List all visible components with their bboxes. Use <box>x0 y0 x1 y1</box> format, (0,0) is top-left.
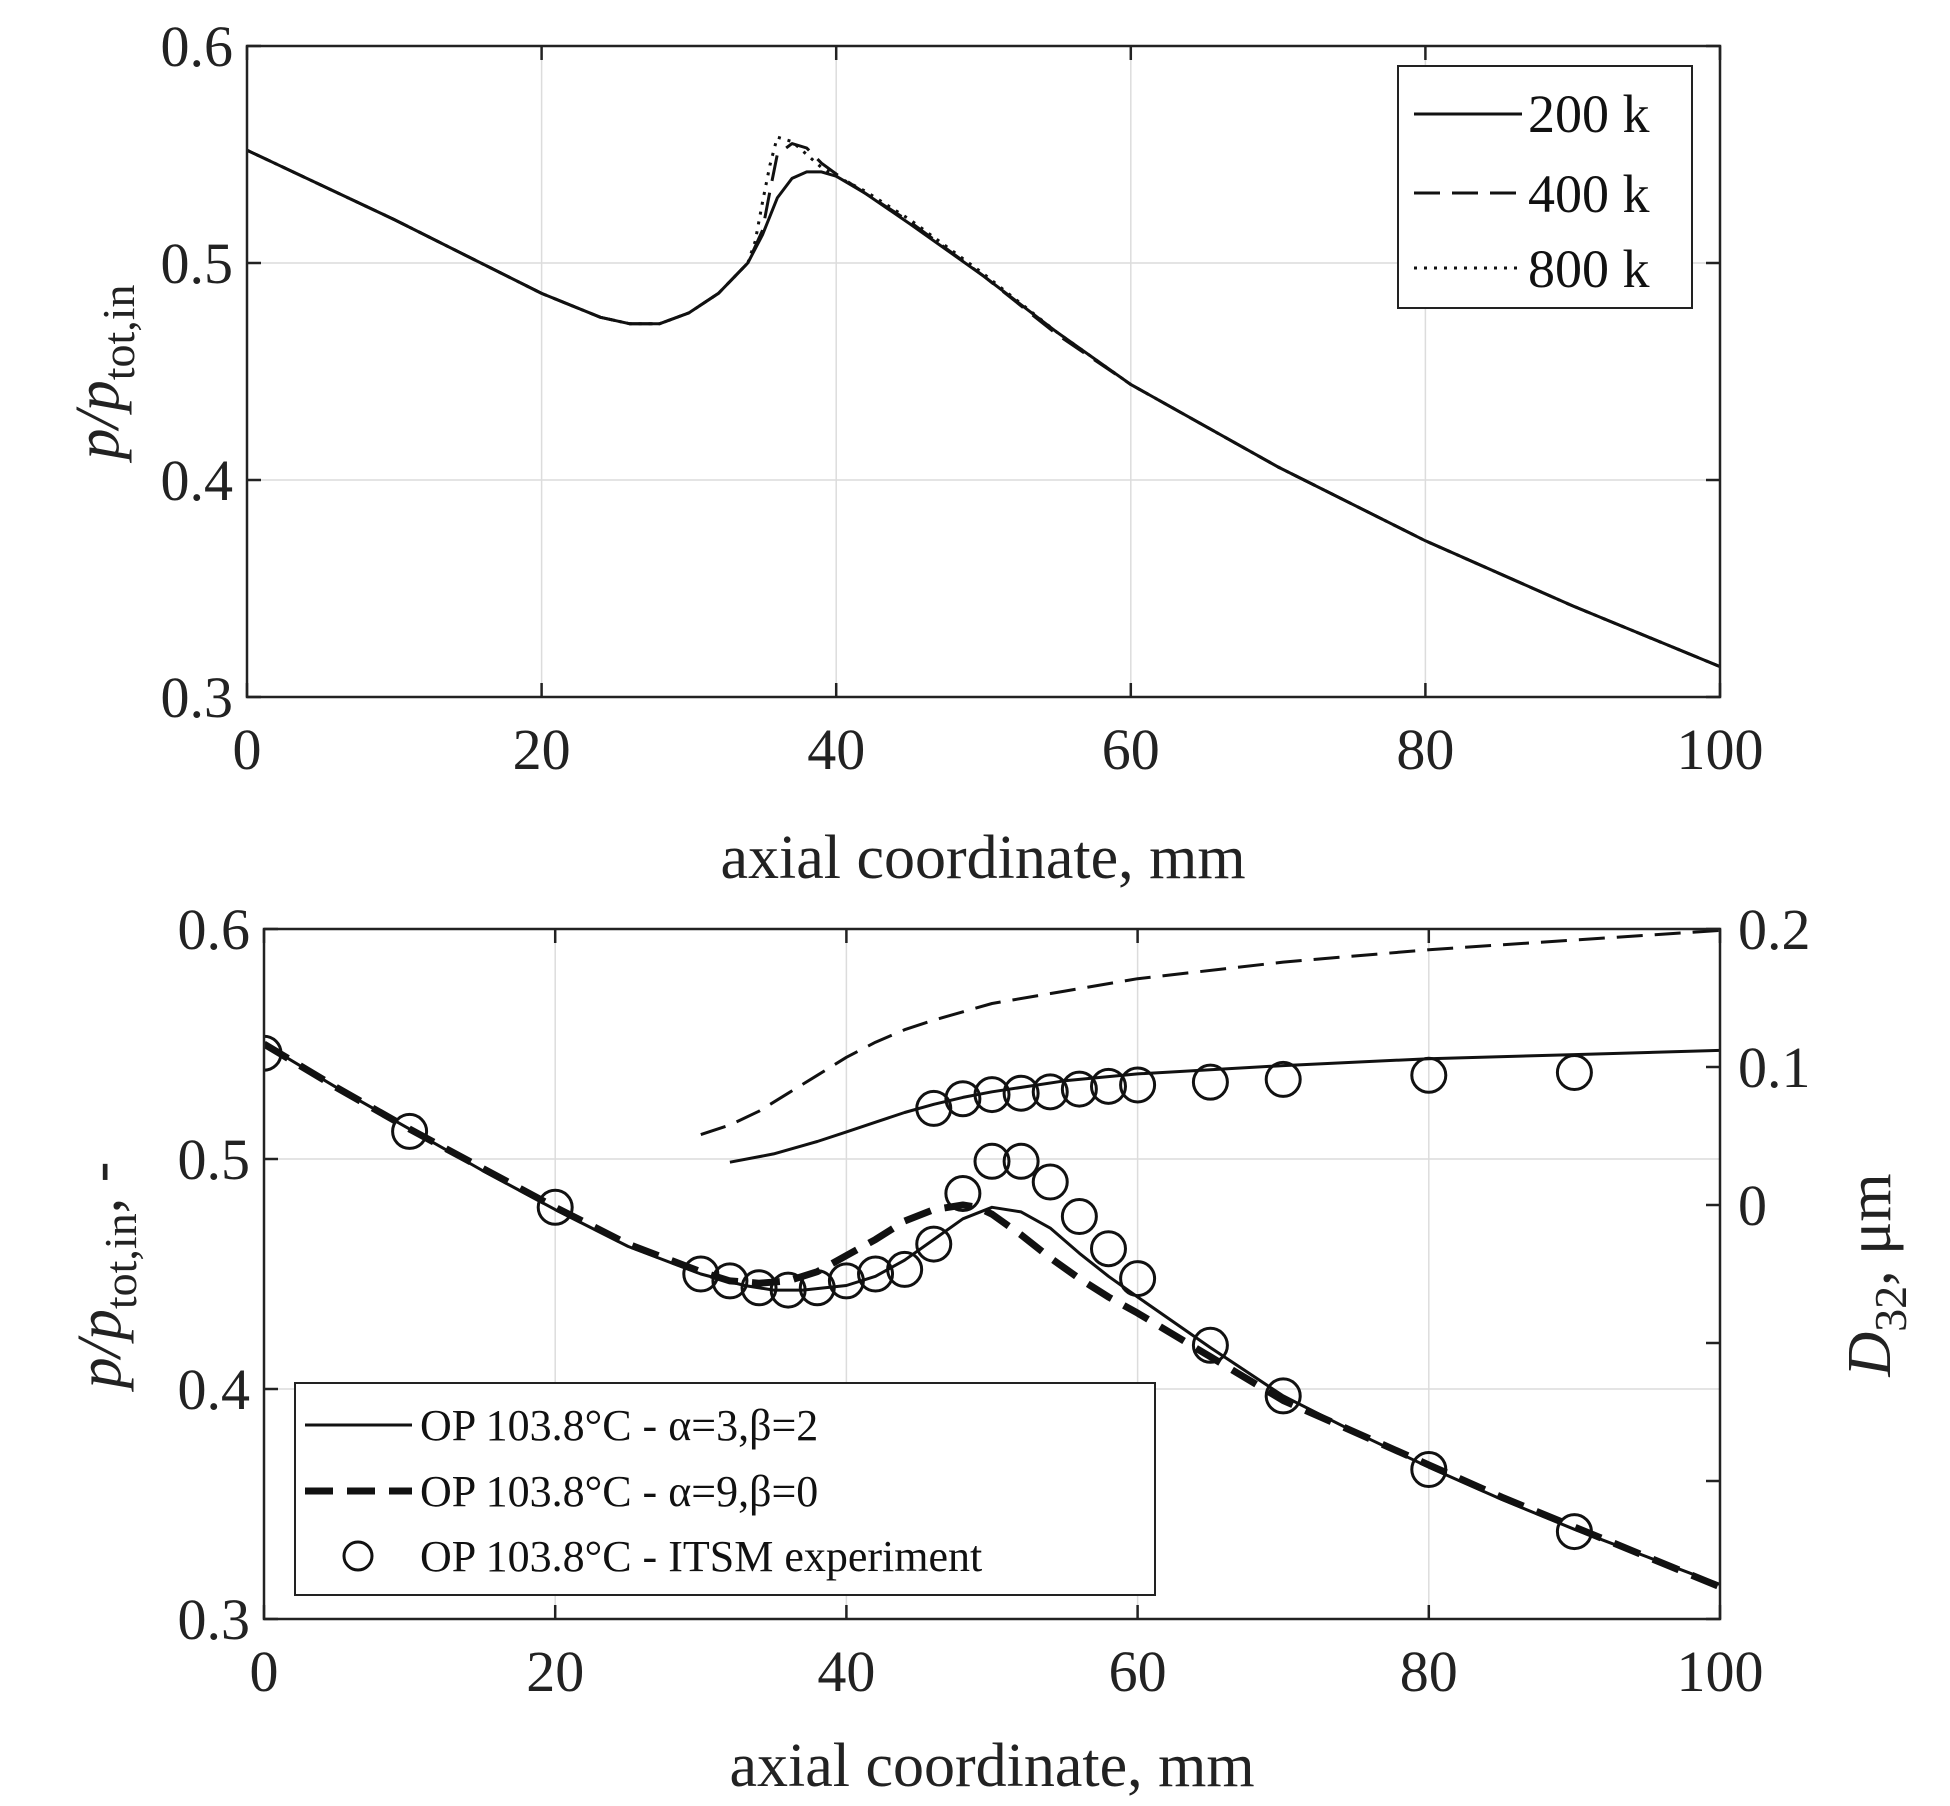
bottom-series-5-point <box>915 1089 953 1127</box>
bottom-series-5-point <box>1555 1054 1593 1092</box>
bottom-y-axis-label: p/ptot,in, - <box>66 1162 146 1393</box>
bottom-series-2-point <box>857 1255 895 1293</box>
bottom-series-3-line <box>729 1048 1720 1164</box>
bottom-series-2-point <box>973 1142 1011 1180</box>
bottom-series-2-point <box>1002 1142 1040 1180</box>
bottom-series-2-point <box>1089 1230 1127 1268</box>
top-x-tick-label: 100 <box>1677 717 1764 782</box>
bottom-series-2-point <box>944 1175 982 1212</box>
top-y-label-sub: tot,in <box>93 284 144 380</box>
bottom-series-2-point <box>711 1262 749 1300</box>
bottom-series-5-point <box>1002 1074 1040 1112</box>
bottom-y-label-main: p/p <box>66 1309 134 1392</box>
bottom-chart: 0 20 40 60 80 100 0.3 0.4 0.5 0.6 0 0.1 0.2 axial co… <box>66 897 1916 1800</box>
bottom-legend-label-alpha3: OP 103.8°C - α=3,β=2 <box>420 1401 818 1450</box>
bottom-y2-tick-label: 0.1 <box>1738 1035 1811 1100</box>
bottom-y2-tick-label: 0.2 <box>1738 897 1811 962</box>
bottom-series-5-point <box>1089 1067 1127 1105</box>
top-y-axis-label: p/ptot,in <box>64 284 144 463</box>
bottom-series-2-point <box>682 1255 720 1293</box>
bottom-series-2-point <box>1060 1198 1098 1235</box>
top-y-tick-label: 0.5 <box>161 231 234 296</box>
bottom-y2-tick-label: 0 <box>1738 1173 1767 1238</box>
bottom-y2-axis-label: D32, μm <box>1836 1173 1916 1377</box>
bottom-legend: OP 103.8°C - α=3,β=2 OP 103.8°C - α=9,β=… <box>294 1382 1156 1596</box>
bottom-x-tick-label: 100 <box>1677 1639 1764 1704</box>
bottom-plot-frame <box>262 927 1722 1621</box>
top-series-0-line <box>247 148 1720 668</box>
bottom-series-2-point <box>264 1034 283 1072</box>
top-x-tick-label: 60 <box>1102 717 1160 782</box>
bottom-y2-label-suffix: , μm <box>1836 1173 1904 1285</box>
bottom-x-tick-label: 80 <box>1400 1639 1458 1704</box>
bottom-series-2-point <box>1119 1260 1157 1298</box>
bottom-series-2-point <box>886 1250 924 1288</box>
bottom-series-2-point <box>536 1188 574 1226</box>
top-x-tick-label: 0 <box>233 717 262 782</box>
bottom-series-5-point <box>1119 1066 1157 1104</box>
bottom-x-axis-label: axial coordinate, mm <box>729 1732 1254 1800</box>
top-x-axis-label: axial coordinate, mm <box>720 824 1245 892</box>
bottom-legend-label-alpha9: OP 103.8°C - α=9,β=0 <box>420 1467 818 1516</box>
svg-text:p/ptot,in, -: p/ptot,in, - <box>66 1162 146 1393</box>
top-legend-label-200k: 200 k <box>1528 84 1650 144</box>
top-chart: 0 20 40 60 80 100 0.3 0.4 0.5 0.6 axial coordinat… <box>64 14 1764 892</box>
bottom-series-2-point <box>391 1112 429 1150</box>
bottom-series-2-point <box>740 1269 778 1307</box>
bottom-series-1-line <box>264 1040 1720 1591</box>
bottom-y-label-suffix: , - <box>66 1162 134 1214</box>
bottom-series-2-point <box>1555 1513 1593 1551</box>
bottom-legend-box <box>294 1382 1156 1596</box>
bottom-x-tick-label: 20 <box>526 1639 584 1704</box>
top-series-group <box>247 135 1720 668</box>
bottom-y-label-sub: tot,in <box>95 1213 146 1309</box>
bottom-series <box>264 929 1720 1591</box>
bottom-series-5-point <box>1410 1056 1448 1094</box>
bottom-series-4-line <box>700 929 1720 1137</box>
top-y-label-main: p/p <box>64 380 132 463</box>
bottom-x-tick-label: 60 <box>1109 1639 1167 1704</box>
top-y-tick-label: 0.6 <box>161 14 234 79</box>
top-ticks: 0 20 40 60 80 100 0.3 0.4 0.5 0.6 <box>161 14 1764 782</box>
top-legend-label-800k: 800 k <box>1528 239 1650 299</box>
top-x-tick-label: 20 <box>513 717 571 782</box>
bottom-y-tick-label: 0.5 <box>178 1127 251 1192</box>
bottom-series-5-point <box>1264 1060 1302 1098</box>
bottom-series-2-point <box>1191 1326 1229 1364</box>
top-plot-frame <box>245 44 1722 699</box>
bottom-series-2-point <box>1410 1451 1448 1488</box>
top-x-tick-label: 80 <box>1396 717 1454 782</box>
top-series <box>247 135 1720 668</box>
bottom-series-5-point <box>1060 1070 1098 1108</box>
svg-text:D32, μm: D32, μm <box>1836 1173 1916 1377</box>
bottom-series-5-point <box>1191 1063 1229 1101</box>
bottom-x-tick-label: 40 <box>817 1639 875 1704</box>
bottom-legend-label-experiment: OP 103.8°C - ITSM experiment <box>420 1532 982 1581</box>
bottom-series-2-point <box>915 1225 953 1263</box>
bottom-series-2-point <box>827 1262 865 1300</box>
bottom-y2-label-sub: 32 <box>1865 1286 1916 1332</box>
bottom-y2-label-main: D <box>1836 1332 1904 1378</box>
bottom-y-tick-label: 0.4 <box>178 1357 251 1422</box>
bottom-series-2-point <box>1264 1377 1302 1415</box>
bottom-legend-swatch-marker <box>342 1540 374 1572</box>
top-legend-label-400k: 400 k <box>1528 164 1650 224</box>
bottom-series-group <box>264 929 1720 1591</box>
bottom-series-5-point <box>944 1080 982 1118</box>
bottom-y-tick-label: 0.3 <box>178 1587 251 1652</box>
bottom-series-5-point <box>973 1076 1011 1114</box>
bottom-series-2-point <box>798 1269 836 1307</box>
bottom-series-2-point <box>769 1271 807 1309</box>
top-y-tick-label: 0.3 <box>161 665 234 730</box>
top-x-tick-label: 40 <box>807 717 865 782</box>
bottom-ticks: 0 20 40 60 80 100 0.3 0.4 0.5 0.6 0 0.1 0.2 <box>178 897 1811 1704</box>
bottom-y-tick-label: 0.6 <box>178 897 251 962</box>
svg-text:p/ptot,in: p/ptot,in <box>64 284 144 463</box>
bottom-x-tick-label: 0 <box>250 1639 279 1704</box>
top-legend: 200 k 400 k 800 k <box>1397 65 1693 309</box>
bottom-series-5-point <box>1031 1073 1069 1111</box>
bottom-series-2-point <box>1031 1163 1069 1201</box>
top-y-tick-label: 0.4 <box>161 448 234 513</box>
